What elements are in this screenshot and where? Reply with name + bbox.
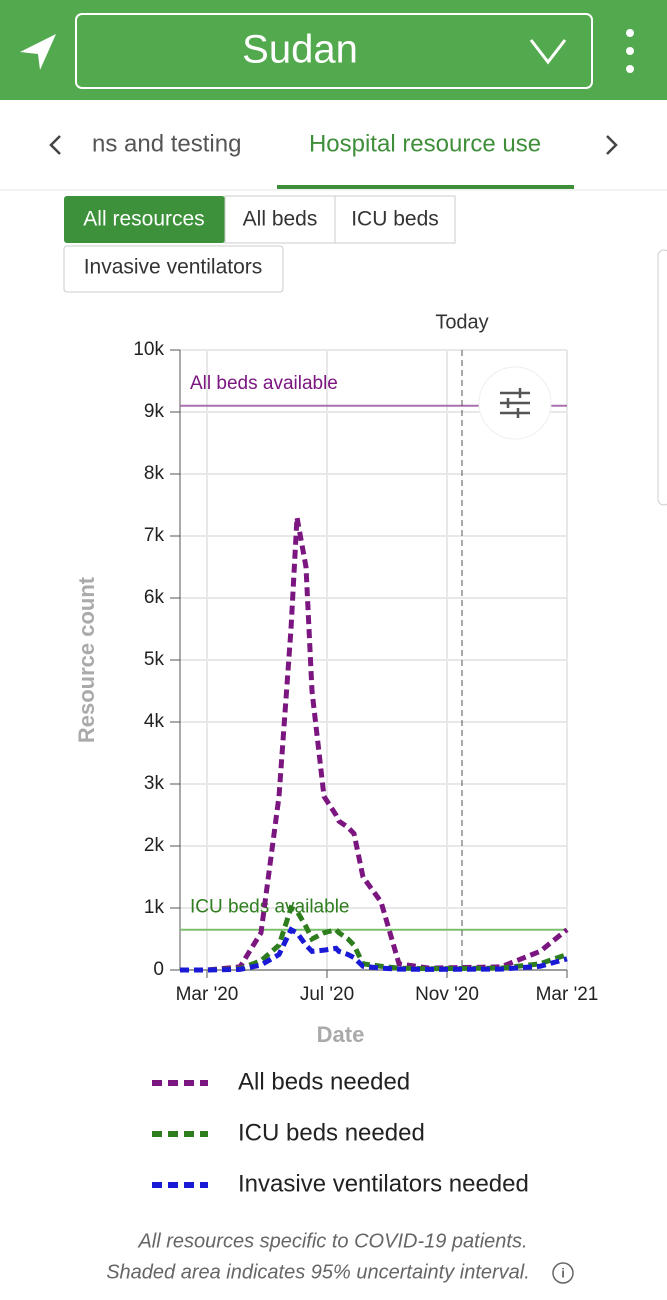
y-tick-label: 6k (144, 587, 165, 608)
reference-label: ICU beds available (190, 897, 349, 918)
x-tick-label: Mar '21 (536, 984, 599, 1005)
x-tick-label: Mar '20 (176, 984, 239, 1005)
dropdown-chevron (529, 39, 567, 65)
country-title: Sudan (242, 28, 358, 72)
menu-button[interactable] (626, 29, 634, 73)
country-select[interactable] (75, 13, 593, 89)
y-tick-label: 0 (153, 959, 164, 980)
y-axis-title: Resource count (74, 576, 99, 743)
x-tick-label: Jul '20 (300, 984, 354, 1005)
tab-prev[interactable] (49, 135, 61, 155)
info-icon-glyph: i (561, 1265, 565, 1280)
y-tick-label: 5k (144, 649, 165, 670)
series-line (180, 516, 569, 973)
footnote: All resources specific to COVID-19 patie… (137, 1230, 527, 1252)
y-tick-label: 3k (144, 773, 165, 794)
series-line (180, 926, 568, 973)
filter-button-active[interactable] (64, 196, 225, 243)
location-icon[interactable] (20, 34, 56, 70)
filter-button[interactable] (334, 195, 456, 244)
chart: 0 1k 2k 3k 4k 5k 6k 7k 8k 9k 10k Mar '20 Jul '20 Nov … (74, 311, 599, 1197)
y-tick-label: 9k (144, 401, 165, 422)
y-tick-label: 4k (144, 711, 165, 732)
y-tick-label: 10k (133, 339, 164, 360)
today-label: Today (435, 311, 488, 333)
tab-active[interactable]: Hospital resource use (309, 130, 541, 157)
tab-next[interactable] (606, 135, 618, 155)
legend-label: ICU beds needed (238, 1119, 425, 1146)
scroll-handle (657, 249, 667, 506)
tab[interactable]: ns and testing (92, 130, 241, 157)
filter-button[interactable] (63, 245, 284, 293)
tab-indicator (277, 185, 574, 189)
filter-label: All beds (243, 208, 318, 231)
y-tick-label: 8k (144, 463, 165, 484)
x-axis-title: Date (317, 1022, 365, 1047)
y-tick-label: 7k (144, 525, 165, 546)
tab-bar (0, 100, 667, 190)
footnote: Shaded area indicates 95% uncertainty in… (106, 1261, 530, 1283)
y-tick-label: 1k (144, 897, 165, 918)
x-tick-label: Nov '20 (415, 984, 479, 1005)
y-tick-label: 2k (144, 835, 165, 856)
legend-label: Invasive ventilators needed (238, 1170, 529, 1197)
filter-label: Invasive ventilators (84, 256, 263, 279)
filter-button[interactable] (224, 195, 336, 244)
reference-label: All beds available (190, 373, 338, 394)
info-icon[interactable] (552, 1262, 574, 1284)
legend-label: All beds needed (238, 1068, 410, 1095)
filter-label: ICU beds (351, 208, 439, 231)
settings-icon (500, 388, 530, 418)
filter-label: All resources (83, 208, 204, 231)
